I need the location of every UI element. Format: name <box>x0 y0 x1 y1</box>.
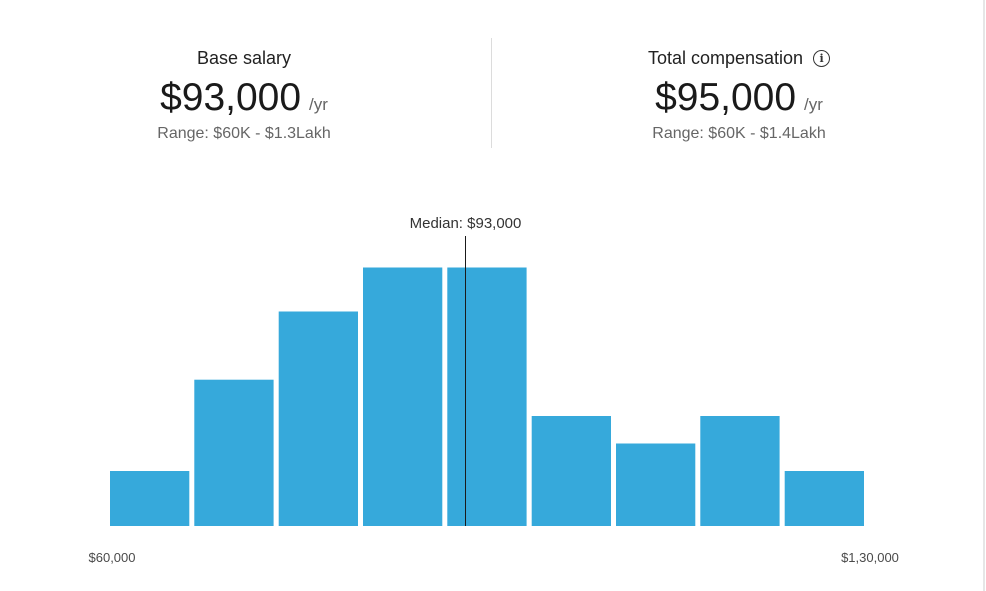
histogram-bar <box>700 416 780 526</box>
base-salary-value: $93,000/yr <box>74 76 414 120</box>
total-compensation-summary: Total compensation i $95,000/yr Range: $6… <box>569 46 909 145</box>
histogram-bar <box>531 416 611 526</box>
histogram-bars <box>110 267 864 526</box>
histogram-bar <box>110 471 190 526</box>
base-salary-title: Base salary <box>196 48 292 68</box>
panel-right-border <box>983 0 985 591</box>
total-compensation-title-row: Total compensation i <box>569 46 909 70</box>
base-salary-unit: /yr <box>309 95 328 114</box>
x-tick-label-min: $60,000 <box>89 550 136 565</box>
x-tick-label-max: $1,30,000 <box>841 550 899 565</box>
histogram-bar <box>784 471 864 526</box>
summary-divider <box>491 38 492 148</box>
histogram-bar <box>363 267 443 526</box>
histogram-bar <box>278 311 358 526</box>
total-compensation-title: Total compensation <box>647 48 804 68</box>
median-label: Median: $93,000 <box>410 215 522 232</box>
histogram-bar <box>447 267 527 526</box>
base-salary-summary: Base salary $93,000/yr Range: $60K - $1.… <box>74 46 414 145</box>
base-salary-amount: $93,000 <box>160 76 302 119</box>
info-icon[interactable]: i <box>813 50 831 67</box>
histogram-bar <box>616 443 696 526</box>
histogram-bar <box>194 379 274 526</box>
total-compensation-range: Range: $60K - $1.4Lakh <box>652 125 826 142</box>
total-compensation-amount: $95,000 <box>655 76 797 119</box>
base-salary-range: Range: $60K - $1.3Lakh <box>157 125 331 142</box>
total-compensation-value: $95,000/yr <box>569 76 909 120</box>
total-compensation-unit: /yr <box>804 95 823 114</box>
